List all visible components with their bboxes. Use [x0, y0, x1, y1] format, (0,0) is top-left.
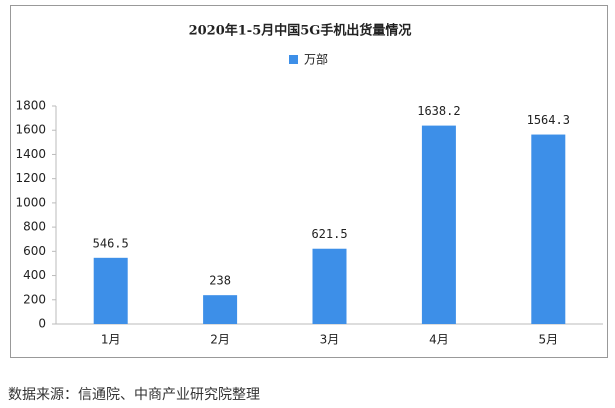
y-tick-label: 200: [23, 292, 46, 306]
bar: [421, 125, 456, 324]
y-tick-label: 600: [23, 244, 46, 258]
legend-swatch: [289, 55, 298, 64]
bar: [203, 295, 238, 324]
x-tick-label: 4月: [429, 333, 449, 347]
bar: [93, 257, 128, 324]
value-label: 1638.2: [417, 104, 460, 118]
value-label: 546.5: [93, 236, 129, 250]
legend-label: 万部: [304, 52, 328, 67]
source-note: 数据来源：信通院、中商产业研究院整理: [8, 387, 260, 403]
value-label: 1564.3: [527, 113, 570, 127]
x-tick-label: 3月: [320, 333, 340, 347]
y-tick-label: 1000: [15, 195, 46, 209]
y-tick-label: 1400: [15, 147, 46, 161]
y-tick-label: 0: [38, 317, 46, 331]
y-tick-label: 1800: [15, 99, 46, 113]
x-tick-label: 5月: [538, 333, 558, 347]
x-tick-label: 2月: [210, 333, 230, 347]
x-tick-label: 1月: [101, 333, 121, 347]
chart-title: 2020年1-5月中国5G手机出货量情况: [189, 23, 412, 39]
bar: [312, 248, 347, 324]
y-tick-label: 400: [23, 268, 46, 282]
bar: [531, 134, 566, 324]
y-tick-label: 1200: [15, 171, 46, 185]
value-label: 621.5: [311, 227, 347, 241]
y-tick-label: 800: [23, 220, 46, 234]
y-tick-label: 1600: [15, 123, 46, 137]
value-label: 238: [209, 274, 231, 288]
